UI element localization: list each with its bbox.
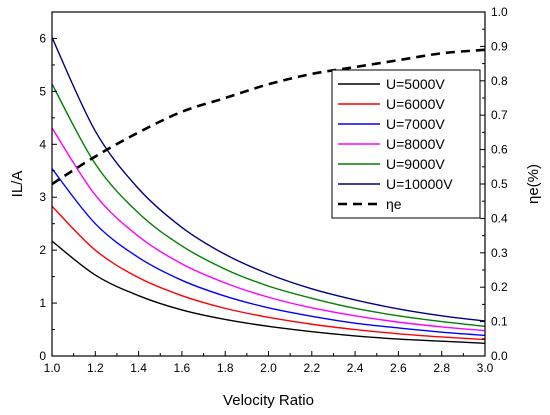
x-axis-title: Velocity Ratio <box>223 392 314 409</box>
y-tick-label: 5 <box>39 84 46 98</box>
legend-label: U=8000V <box>386 136 445 152</box>
y2-tick-label: 0.7 <box>491 108 508 122</box>
y2-tick-label: 0.2 <box>491 280 508 294</box>
x-tick-label: 1.4 <box>130 361 147 375</box>
x-tick-label: 2.8 <box>433 361 450 375</box>
y-axis-left: 0 1 2 3 4 5 6 <box>39 31 57 363</box>
series-line-3 <box>52 168 485 337</box>
series-line-4 <box>52 127 485 332</box>
y2-tick-label: 1.0 <box>491 5 508 19</box>
x-axis: 1.0 1.2 1.4 1.6 1.8 2.0 2.2 2.4 2.6 2.8 3.0 <box>44 351 494 375</box>
y2-tick-label: 0.0 <box>491 349 508 363</box>
y-tick-label: 4 <box>39 137 46 151</box>
y-tick-label: 3 <box>39 190 46 204</box>
y2-tick-label: 0.6 <box>491 143 508 157</box>
y-tick-label: 2 <box>39 243 46 257</box>
y2-axis-title: ηe(%) <box>525 164 542 204</box>
legend-label: ηe <box>386 196 402 212</box>
series-line-2 <box>52 205 485 341</box>
legend-label: U=9000V <box>386 156 445 172</box>
x-tick-label: 1.0 <box>44 361 61 375</box>
legend-label: U=6000V <box>386 96 445 112</box>
y2-tick-label: 0.9 <box>491 39 508 53</box>
series-line-1 <box>52 240 485 344</box>
x-tick-label: 1.8 <box>217 361 234 375</box>
x-tick-label: 2.6 <box>390 361 407 375</box>
y2-tick-label: 0.5 <box>491 177 508 191</box>
y-tick-label: 1 <box>39 296 46 310</box>
y2-tick-label: 0.8 <box>491 74 508 88</box>
legend-label: U=5000V <box>386 76 445 92</box>
legend: U=5000V U=6000V U=7000V U=8000V U=9000V U=100… <box>331 69 481 219</box>
legend-label: U=7000V <box>386 116 445 132</box>
x-tick-label: 1.2 <box>87 361 104 375</box>
x-tick-label: 2.2 <box>303 361 320 375</box>
y-axis-title: IL/A <box>9 171 26 198</box>
series-line-6 <box>52 37 485 322</box>
x-tick-label: 3.0 <box>477 361 494 375</box>
y2-tick-label: 0.3 <box>491 246 508 260</box>
x-tick-label: 2.4 <box>347 361 364 375</box>
y-axis-right: 0.0 0.1 0.2 0.3 0.4 0.5 0.6 0.7 0.8 0.9 1.0 <box>480 5 508 363</box>
y-tick-label: 0 <box>39 349 46 363</box>
series-layer <box>52 37 485 344</box>
y2-tick-label: 0.4 <box>491 211 508 225</box>
series-line-5 <box>52 83 485 328</box>
y2-tick-label: 0.1 <box>491 315 508 329</box>
y-tick-label: 6 <box>39 31 46 45</box>
x-tick-label: 2.0 <box>260 361 277 375</box>
legend-label: U=10000V <box>386 176 453 192</box>
x-tick-label: 1.6 <box>174 361 191 375</box>
